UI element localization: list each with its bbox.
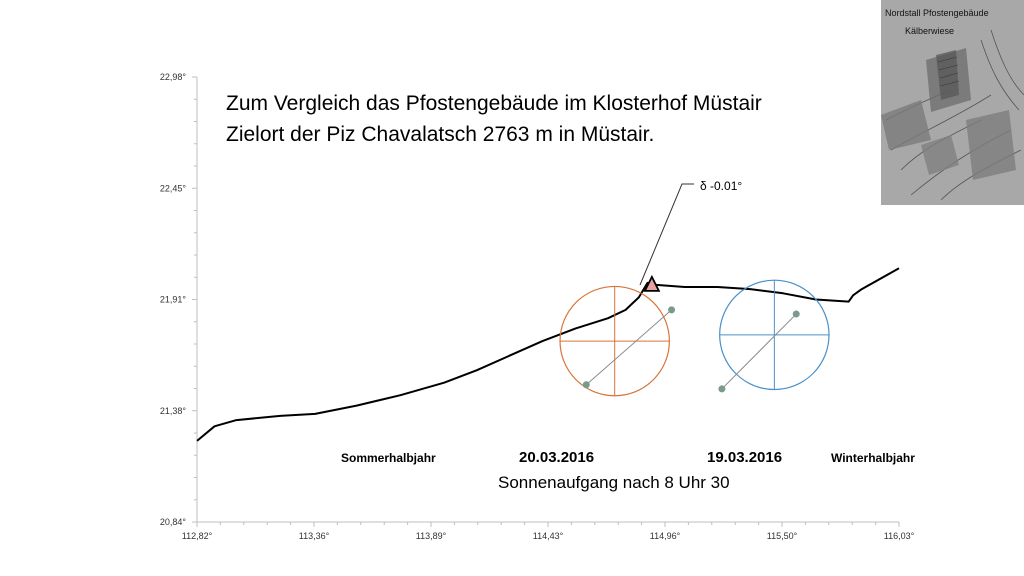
y-tick-label: 20,84° bbox=[160, 517, 187, 527]
sun-path-end-dot bbox=[792, 310, 800, 318]
map-inset-subtitle: Kälberwiese bbox=[905, 26, 955, 36]
winter-half-label: Winterhalbjahr bbox=[831, 451, 915, 465]
y-tick-label: 21,38° bbox=[160, 406, 187, 416]
x-tick-label: 114,43° bbox=[533, 531, 564, 541]
site-map-drawing bbox=[881, 0, 1024, 205]
target-triangle-marker bbox=[643, 274, 661, 292]
sun-path-line bbox=[585, 309, 672, 386]
chart-axes: 22,98° 22,45° 21,91° 21,38° 20,84° 112,82° 113… bbox=[160, 72, 915, 541]
sun-disc-2 bbox=[718, 279, 830, 393]
site-map-inset: Nordstall Pfostengebäude Kälberwiese bbox=[881, 0, 1024, 205]
map-inset-title: Nordstall Pfostengebäude bbox=[885, 8, 989, 18]
chart-marks bbox=[196, 267, 900, 442]
sun-disc-1 bbox=[559, 285, 676, 397]
x-tick-label: 113,36° bbox=[299, 531, 330, 541]
date-label-1: 20.03.2016 bbox=[519, 449, 594, 466]
horizon-line-series bbox=[196, 267, 900, 442]
x-tick-label: 112,82° bbox=[182, 531, 213, 541]
delta-annotation: δ -0.01° bbox=[700, 179, 742, 193]
y-tick-label: 22,45° bbox=[160, 183, 187, 193]
date-label-2: 19.03.2016 bbox=[707, 449, 782, 466]
y-tick-label: 21,91° bbox=[160, 295, 187, 305]
x-tick-label: 116,03° bbox=[884, 531, 915, 541]
summer-half-label: Sommerhalbjahr bbox=[341, 451, 436, 465]
x-tick-label: 113,89° bbox=[416, 531, 447, 541]
sun-path-line bbox=[721, 313, 797, 390]
x-tick-label: 115,50° bbox=[767, 531, 798, 541]
sun-path-start-dot bbox=[582, 381, 590, 389]
sun-path-start-dot bbox=[718, 385, 726, 393]
chart-title-line-2: Zielort der Piz Chavalatsch 2763 m in Mü… bbox=[226, 123, 654, 146]
chart-title-line-1: Zum Vergleich das Pfostengebäude im Klos… bbox=[226, 92, 762, 115]
sun-path-end-dot bbox=[668, 306, 676, 314]
sunrise-subtitle: Sonnenaufgang nach 8 Uhr 30 bbox=[498, 473, 730, 492]
y-tick-label: 22,98° bbox=[160, 72, 187, 82]
x-tick-label: 114,96° bbox=[650, 531, 681, 541]
delta-leader-line bbox=[639, 183, 694, 286]
